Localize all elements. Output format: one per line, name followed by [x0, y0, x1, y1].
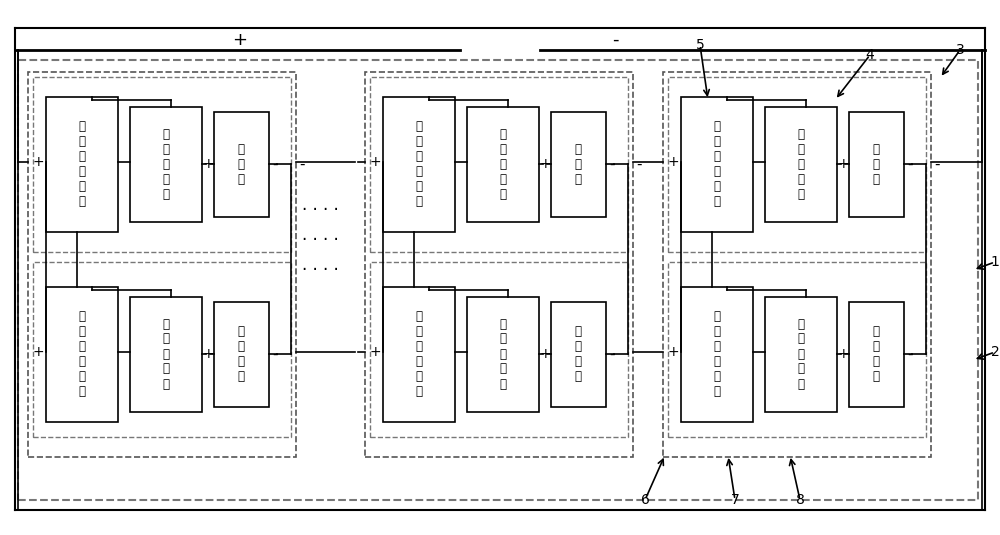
Text: · · · ·: · · · ·	[302, 201, 338, 219]
Bar	[28, 72, 296, 457]
FancyBboxPatch shape	[130, 297, 202, 412]
Text: 7: 7	[731, 493, 739, 507]
Bar	[365, 72, 633, 457]
Text: -: -	[612, 31, 618, 49]
Text: 3: 3	[956, 43, 964, 57]
Text: 失
压
断
电
电
路: 失 压 断 电 电 路	[416, 120, 422, 208]
FancyBboxPatch shape	[765, 107, 837, 222]
Bar	[33, 77, 291, 252]
Text: 2: 2	[991, 345, 999, 359]
Bar	[18, 60, 978, 500]
Text: 主
提
示
电
路: 主 提 示 电 路	[500, 127, 507, 201]
FancyBboxPatch shape	[765, 297, 837, 412]
FancyBboxPatch shape	[849, 302, 904, 407]
Text: +: +	[369, 345, 381, 359]
FancyBboxPatch shape	[214, 112, 269, 217]
Text: 备
用
电
池: 备 用 电 池	[574, 325, 582, 383]
FancyBboxPatch shape	[467, 107, 539, 222]
Text: +: +	[539, 347, 551, 361]
Text: 6: 6	[641, 493, 649, 507]
Text: 5: 5	[696, 38, 704, 52]
Bar	[668, 262, 926, 437]
Text: -: -	[907, 157, 913, 172]
Text: 失
压
断
电
电
路: 失 压 断 电 电 路	[714, 120, 720, 208]
Text: 1: 1	[991, 255, 999, 269]
Bar	[33, 262, 291, 437]
Text: -: -	[609, 347, 615, 362]
Text: -: -	[907, 347, 913, 362]
Text: 8: 8	[796, 493, 804, 507]
Bar	[370, 77, 628, 252]
Text: -: -	[636, 157, 642, 172]
Text: 备
用
电
池: 备 用 电 池	[238, 325, 245, 383]
FancyBboxPatch shape	[681, 97, 753, 232]
Text: 单
电
池: 单 电 池	[574, 142, 582, 186]
Text: 副
提
示
电
路: 副 提 示 电 路	[797, 317, 804, 391]
Text: 失
压
断
电
电
路: 失 压 断 电 电 路	[79, 120, 86, 208]
Text: 失
压
补
偿
电
路: 失 压 补 偿 电 路	[714, 310, 720, 398]
Text: +: +	[32, 345, 44, 359]
FancyBboxPatch shape	[383, 287, 455, 422]
Text: 主
提
示
电
路: 主 提 示 电 路	[163, 127, 170, 201]
Text: 副
提
示
电
路: 副 提 示 电 路	[500, 317, 507, 391]
FancyBboxPatch shape	[46, 287, 118, 422]
Text: 失
压
补
偿
电
路: 失 压 补 偿 电 路	[79, 310, 86, 398]
Bar	[668, 77, 926, 252]
Text: 单
电
池: 单 电 池	[238, 142, 245, 186]
Text: 单
电
池: 单 电 池	[872, 142, 880, 186]
Text: 失
压
补
偿
电
路: 失 压 补 偿 电 路	[416, 310, 422, 398]
FancyBboxPatch shape	[551, 302, 606, 407]
FancyBboxPatch shape	[214, 302, 269, 407]
Text: +: +	[202, 347, 214, 361]
Text: +: +	[32, 155, 44, 169]
FancyBboxPatch shape	[467, 297, 539, 412]
Text: +: +	[539, 157, 551, 171]
Text: +: +	[667, 155, 679, 169]
Text: -: -	[934, 157, 940, 172]
Text: · · · ·: · · · ·	[302, 261, 338, 279]
Text: +: +	[667, 345, 679, 359]
Text: -: -	[272, 157, 278, 172]
Text: +: +	[202, 157, 214, 171]
Text: 备
用
电
池: 备 用 电 池	[872, 325, 880, 383]
Text: 4: 4	[866, 48, 874, 62]
Text: +: +	[837, 347, 849, 361]
Bar	[370, 262, 628, 437]
FancyBboxPatch shape	[681, 287, 753, 422]
FancyBboxPatch shape	[551, 112, 606, 217]
Text: · · · ·: · · · ·	[302, 231, 338, 249]
FancyBboxPatch shape	[46, 97, 118, 232]
Text: 主
提
示
电
路: 主 提 示 电 路	[797, 127, 804, 201]
Text: -: -	[272, 347, 278, 362]
FancyBboxPatch shape	[130, 107, 202, 222]
FancyBboxPatch shape	[383, 97, 455, 232]
Text: +: +	[837, 157, 849, 171]
FancyBboxPatch shape	[849, 112, 904, 217]
Text: +: +	[233, 31, 248, 49]
Text: 副
提
示
电
路: 副 提 示 电 路	[163, 317, 170, 391]
Text: -: -	[299, 157, 305, 172]
Text: -: -	[609, 157, 615, 172]
Text: +: +	[369, 155, 381, 169]
Bar	[663, 72, 931, 457]
